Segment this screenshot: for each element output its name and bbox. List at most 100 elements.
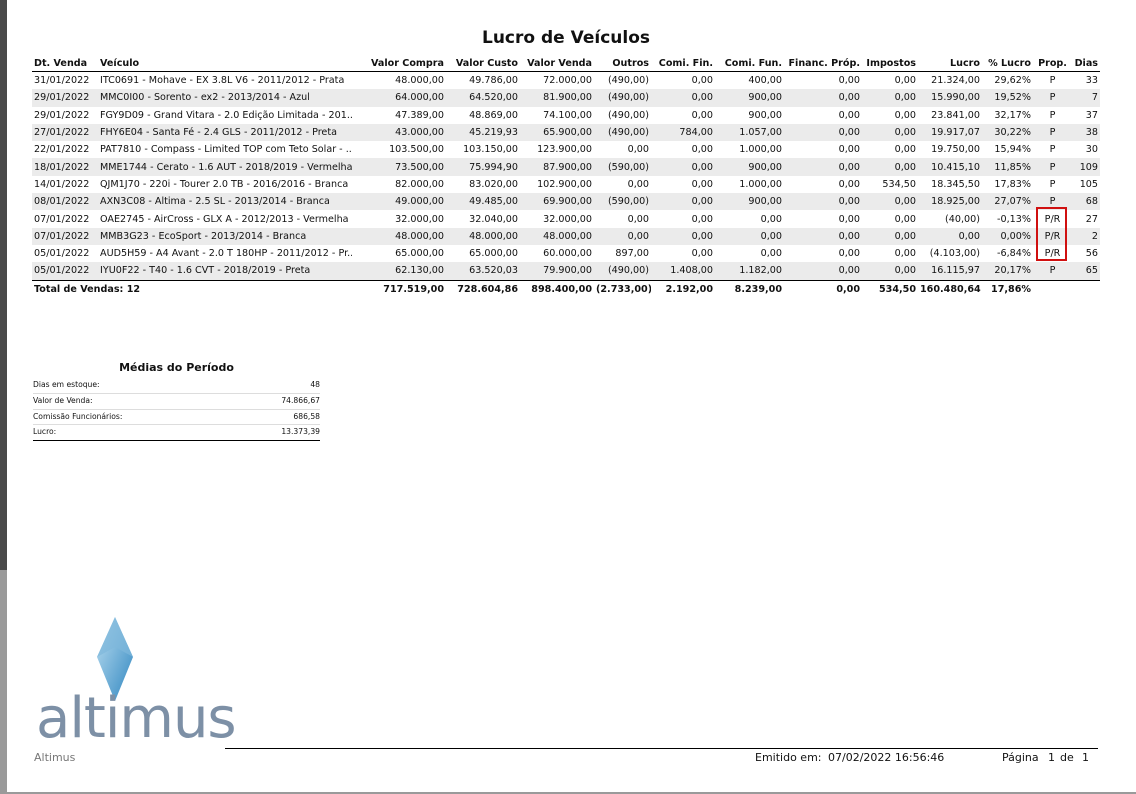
column-header: Valor Venda [520,55,594,72]
table-cell: 22/01/2022 [34,144,90,156]
table-cell: 0,00 [862,158,918,176]
table-cell: (4.103,00) [929,248,980,260]
table-cell: 10.415,10 [918,158,982,176]
table-cell: MMB3G23 - EcoSport - 2013/2014 - Branca [98,227,352,245]
table-cell: 1.182,00 [715,262,784,281]
total-spacer [1072,279,1100,299]
table-cell: -6,84% [997,248,1031,260]
table-cell: 82.000,00 [395,178,444,190]
table-cell: 0,00 [862,227,918,245]
table-row: 31/01/2022 ITC0691 - Mohave - EX 3.8L V6 … [32,72,1100,90]
table-cell: MMC0I00 - Sorento - ex2 - 2013/2014 - Az… [98,89,352,107]
table-cell: 0,00 [651,89,715,107]
average-value: 686,58 [293,411,320,421]
logo-text: altimus [36,686,237,751]
table-cell: 30,22% [982,123,1033,142]
table-cell: MME1744 - Cerato - 1.6 AUT - 2018/2019 -… [98,158,352,176]
table-cell: (590,00) [594,158,651,176]
table-cell: 23.841,00 [931,109,980,121]
table-cell: 0,00 [838,213,860,225]
table-cell: P [1033,89,1072,107]
table-row: 18/01/2022 MME1744 - Cerato - 1.6 AUT - 2… [32,158,1100,176]
table-cell: 0,00 [784,227,862,245]
table-cell: 11,85% [982,158,1033,176]
table-cell: 05/01/2022 [32,262,98,281]
table-cell: 73.500,00 [352,158,446,176]
table-cell: 109 [1072,158,1100,176]
table-cell: 37 [1085,109,1098,121]
column-header: Valor Custo [446,55,520,72]
table-cell: 0,00 [691,178,713,190]
table-cell: 65.900,00 [520,123,594,142]
table-cell: 534,50 [882,178,916,190]
average-label: Lucro: [33,427,57,437]
table-cell: 15,94% [994,144,1031,156]
table-cell: 0,00 [784,158,862,176]
table-cell: 08/01/2022 [32,193,98,211]
table-cell: 69.900,00 [520,193,594,211]
table-cell: 20,17% [982,262,1033,281]
table-cell: 900,00 [748,109,782,121]
table-cell: 49.485,00 [446,193,520,211]
table-cell: 0,00 [894,213,916,225]
table-cell: 07/01/2022 [32,227,98,245]
table-cell: 0,00 [894,144,916,156]
table-cell: 0,00 [894,109,916,121]
table-cell: P [1049,178,1056,190]
table-row: 05/01/2022 IYU0F22 - T40 - 1.6 CVT - 2018… [32,262,1100,281]
table-cell: 103.500,00 [389,144,444,156]
table-cell: 900,00 [715,89,784,107]
table-cell: 60.000,00 [543,248,592,260]
table-cell: 105 [1079,178,1098,190]
table-cell: 29/01/2022 [32,89,98,107]
table-cell: (490,00) [607,109,649,121]
table-cell: 43.000,00 [352,123,446,142]
table-cell: 0,00 [862,89,918,107]
table-cell: 07/01/2022 [34,213,90,225]
table-cell: 102.900,00 [537,178,592,190]
header-row: Dt. Venda Veículo Valor Compra Valor Custo V… [32,55,1100,72]
table-cell: P [1049,75,1056,87]
table-cell: PAT7810 - Compass - Limited TOP com Teto… [100,144,352,156]
column-header: Impostos [862,55,918,72]
table-row: 05/01/2022 AUD5H59 - A4 Avant - 2.0 T 180… [32,245,1100,262]
table-cell: 49.000,00 [352,193,446,211]
table-cell: P [1033,123,1072,142]
average-label: Comissão Funcionários: [33,411,123,421]
table-row: 07/01/2022 OAE2745 - AirCross - GLX A - 2… [32,210,1100,227]
table-cell: 897,00 [615,248,649,260]
table-cell: 17,83% [994,178,1031,190]
total-cell: 2.192,00 [651,279,715,299]
table-row: 08/01/2022 AXN3C08 - Altima - 2.5 SL - 20… [32,193,1100,211]
table-cell: 0,00 [627,178,649,190]
average-value: 13.373,39 [281,427,320,437]
table-cell: 784,00 [651,123,715,142]
table-cell: 27,07% [982,193,1033,211]
table-cell: 05/01/2022 [34,248,90,260]
table-cell: 27/01/2022 [32,123,98,142]
table-cell: 65.000,00 [469,248,518,260]
average-row: Dias em estoque: 48 [33,378,320,394]
table-cell: 0,00 [691,75,713,87]
table-cell: 0,00 [715,227,784,245]
table-cell: 0,00 [760,213,782,225]
table-cell: 0,00 [862,193,918,211]
table-cell: 0,00% [982,227,1033,245]
table-cell: 1.000,00 [739,178,782,190]
table-cell: 0,00 [862,262,918,281]
table-cell: FGY9D09 - Grand Vitara - 2.0 Edição Limi… [100,109,352,121]
column-header: Prop. [1033,55,1072,72]
table-cell: 19.917,07 [918,123,982,142]
table-cell: 83.020,00 [469,178,518,190]
averages-box: Médias do Período Dias em estoque: 48 Valo… [33,361,320,442]
average-label: Dias em estoque: [33,380,100,389]
column-header: Dias [1072,55,1100,72]
table-cell: P/R [1033,227,1072,245]
table-cell: 38 [1072,123,1100,142]
table-cell: 29/01/2022 [34,109,90,121]
page-label: Página [1002,751,1039,764]
total-cell: 534,50 [862,279,918,299]
table-cell: 0,00 [784,262,862,281]
